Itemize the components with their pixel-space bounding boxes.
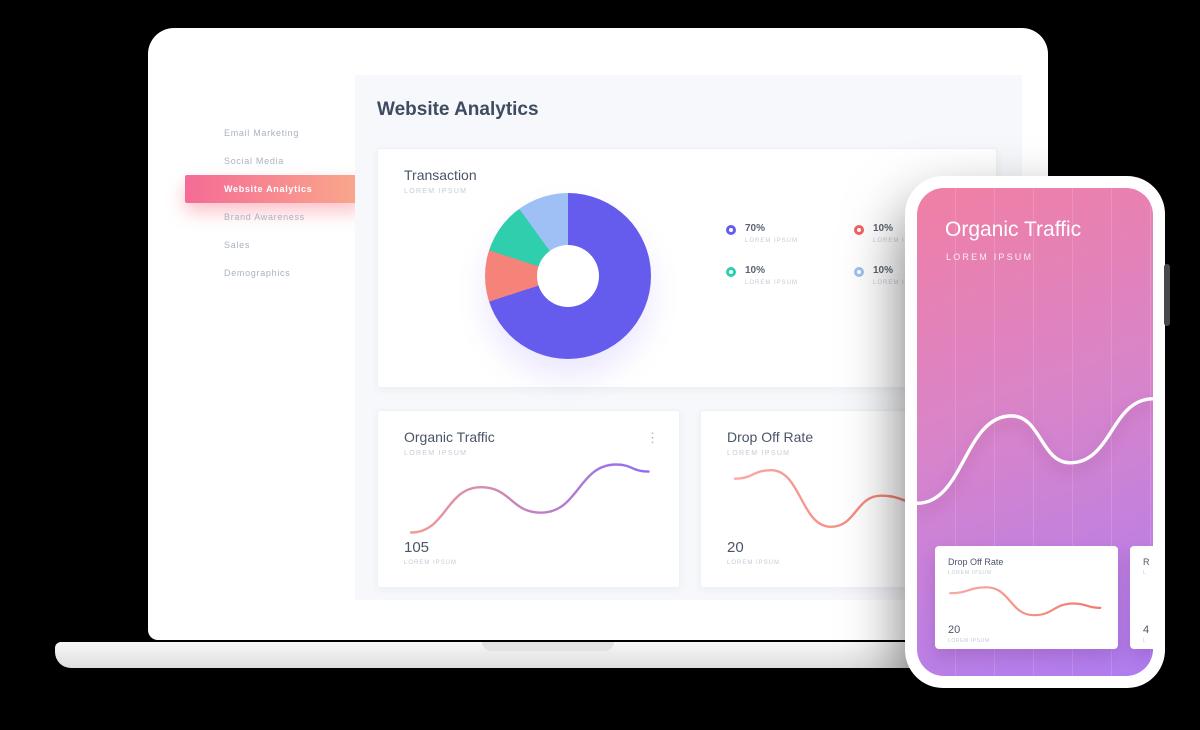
phone-second-title: R <box>1143 557 1150 567</box>
phone-second-value: 4 <box>1143 624 1150 636</box>
phone-cards-row: Drop Off Rate LOREM IPSUM 20 LOREM IPSUM… <box>935 546 1153 649</box>
organic-card-subtitle: LOREM IPSUM <box>404 450 468 457</box>
organic-value: 105 <box>404 539 430 556</box>
legend-value: 10% <box>873 223 894 234</box>
transaction-card-subtitle: LOREM IPSUM <box>404 188 468 195</box>
legend-value: 10% <box>873 265 894 276</box>
sidebar-item-label: Email Marketing <box>224 128 300 138</box>
laptop-base <box>55 642 1040 668</box>
sidebar-item-label: Sales <box>224 240 251 250</box>
sidebar-nav: Email Marketing Social Media Website Ana… <box>175 75 363 600</box>
kebab-menu-icon[interactable]: ⋮ <box>646 430 659 445</box>
legend-label: LOREM IPSUM <box>745 280 799 286</box>
sidebar-item-label: Brand Awareness <box>224 212 305 222</box>
legend-ring-icon <box>854 267 864 277</box>
sidebar-item-label: Social Media <box>224 156 284 166</box>
legend-label: LOREM IPSUM <box>745 238 799 244</box>
sidebar-item-email-marketing[interactable]: Email Marketing <box>175 119 355 147</box>
dropoff-card-subtitle: LOREM IPSUM <box>727 450 791 457</box>
laptop-base-notch <box>481 642 614 651</box>
dashboard: Email Marketing Social Media Website Ana… <box>175 75 1022 600</box>
dropoff-value-block: 20 LOREM IPSUM <box>727 539 780 566</box>
transaction-card: Transaction LOREM IPSUM 70% LOREM IPSUM … <box>377 148 997 388</box>
dropoff-value: 20 <box>727 539 744 556</box>
phone-second-subtitle: L <box>1143 570 1147 576</box>
organic-value-block: 105 LOREM IPSUM <box>404 539 457 566</box>
phone-dropoff-title: Drop Off Rate <box>948 557 1004 567</box>
sidebar-item-label: Demographics <box>224 268 291 278</box>
phone-page-title: Organic Traffic <box>945 218 1082 241</box>
transaction-donut <box>485 193 651 359</box>
legend-ring-icon <box>726 225 736 235</box>
phone-dropoff-value: 20 <box>948 624 961 636</box>
transaction-legend: 70% LOREM IPSUM 10% LOREM IPSUM 10% LORE… <box>726 223 982 307</box>
phone-dropoff-value-label: LOREM IPSUM <box>948 638 990 644</box>
phone-dropoff-mini-chart <box>947 580 1105 624</box>
sidebar-item-website-analytics[interactable]: Website Analytics <box>185 175 363 203</box>
legend-item: 70% LOREM IPSUM <box>726 223 854 265</box>
page-title: Website Analytics <box>377 99 539 120</box>
sidebar-item-brand-awareness[interactable]: Brand Awareness <box>175 203 355 231</box>
phone-dropoff-card: Drop Off Rate LOREM IPSUM 20 LOREM IPSUM <box>935 546 1118 649</box>
dropoff-value-label: LOREM IPSUM <box>727 560 781 566</box>
legend-label: LOREM IPSUM <box>873 280 927 286</box>
legend-value: 70% <box>745 223 766 234</box>
organic-traffic-chart <box>406 456 656 541</box>
sidebar-item-demographics[interactable]: Demographics <box>175 259 355 287</box>
legend-item: 10% LOREM IPSUM <box>854 265 982 307</box>
phone-side-button <box>1164 264 1170 326</box>
phone-organic-chart <box>917 386 1153 514</box>
phone-screen: Organic Traffic LOREM IPSUM Drop Off Rat… <box>917 188 1153 676</box>
legend-value: 10% <box>745 265 766 276</box>
sidebar-item-label: Website Analytics <box>224 184 313 194</box>
transaction-card-title: Transaction <box>404 167 477 183</box>
sidebar-item-sales[interactable]: Sales <box>175 231 355 259</box>
phone-dropoff-subtitle: LOREM IPSUM <box>948 570 992 576</box>
organic-value-label: LOREM IPSUM <box>404 560 458 566</box>
organic-traffic-card: Organic Traffic LOREM IPSUM ⋮ 105 LOREM … <box>377 410 680 588</box>
phone-second-card: R L 4 L <box>1130 546 1153 649</box>
phone-page-subtitle: LOREM IPSUM <box>946 252 1034 262</box>
organic-card-title: Organic Traffic <box>404 429 495 445</box>
legend-ring-icon <box>854 225 864 235</box>
phone-second-value-label: L <box>1143 638 1147 644</box>
legend-label: LOREM IPSUM <box>873 238 927 244</box>
dropoff-card-title: Drop Off Rate <box>727 429 814 445</box>
legend-item: 10% LOREM IPSUM <box>854 223 982 265</box>
drop-off-rate-chart <box>731 456 931 541</box>
sidebar-item-social-media[interactable]: Social Media <box>175 147 355 175</box>
legend-ring-icon <box>726 267 736 277</box>
phone-mockup: Organic Traffic LOREM IPSUM Drop Off Rat… <box>905 176 1170 688</box>
legend-item: 10% LOREM IPSUM <box>726 265 854 307</box>
